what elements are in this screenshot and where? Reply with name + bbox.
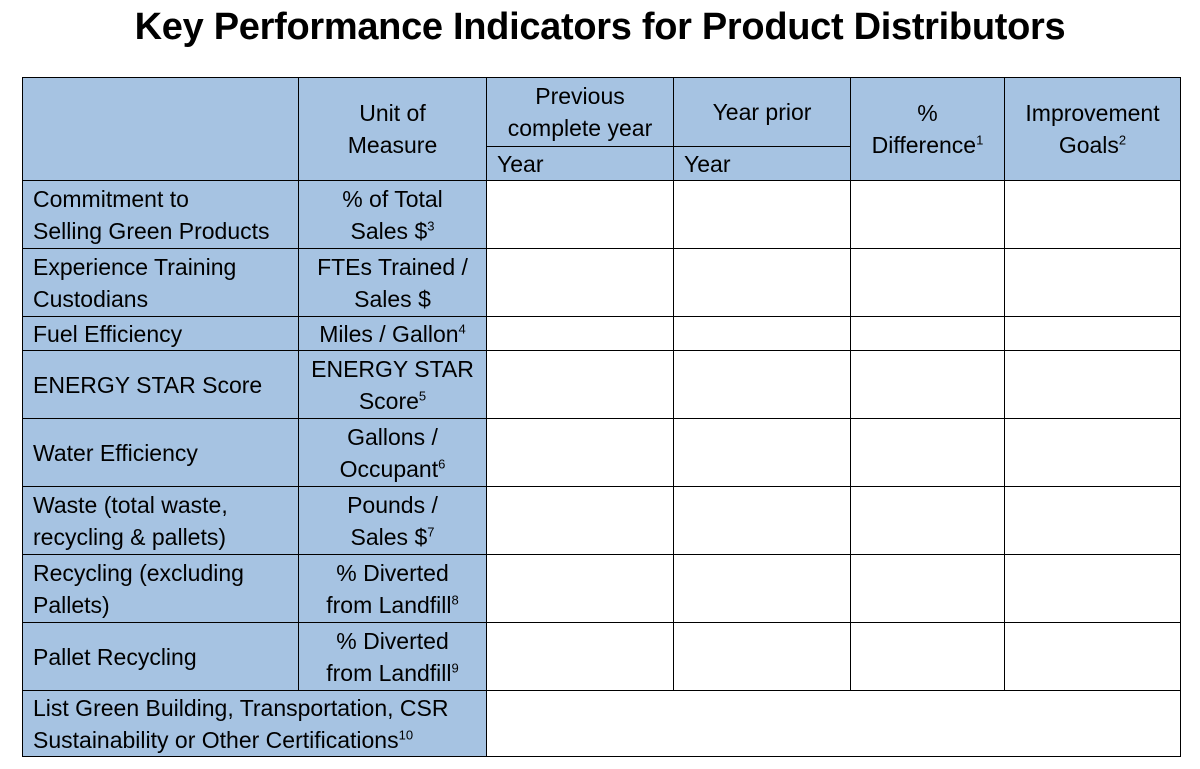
input-cell[interactable] (673, 180, 851, 249)
input-cell[interactable] (673, 248, 851, 317)
input-cell[interactable] (673, 418, 851, 487)
row-label: Pallet Recycling (22, 622, 299, 691)
table-row: Pallet Recycling % Diverted from Landfil… (22, 622, 1181, 691)
input-cell[interactable] (486, 418, 674, 487)
row-unit: Gallons / Occupant6 (298, 418, 487, 487)
row-unit: % of Total Sales $3 (298, 180, 487, 249)
footnote-marker: 4 (458, 320, 466, 336)
row-unit: Miles / Gallon4 (298, 316, 487, 351)
row-label: Fuel Efficiency (22, 316, 299, 351)
input-cell[interactable] (673, 316, 851, 351)
input-cell[interactable] (1004, 418, 1181, 487)
certifications-label: List Green Building, Transportation, CSR… (22, 690, 487, 757)
table-row: Waste (total waste, recycling & pallets)… (22, 486, 1181, 555)
input-cell[interactable] (850, 350, 1005, 419)
input-cell[interactable] (486, 622, 674, 691)
input-cell[interactable] (850, 418, 1005, 487)
footnote-marker: 7 (427, 523, 435, 539)
header-year-sub-2: Year (673, 146, 851, 181)
row-label: Water Efficiency (22, 418, 299, 487)
input-cell[interactable] (673, 350, 851, 419)
row-unit: Pounds / Sales $7 (298, 486, 487, 555)
input-cell[interactable] (486, 316, 674, 351)
row-label: Recycling (excluding Pallets) (22, 554, 299, 623)
footnote-marker: 1 (976, 132, 984, 148)
certifications-input-cell[interactable] (486, 690, 1181, 757)
footnote-marker: 2 (1118, 132, 1127, 148)
table-row: Experience Training Custodians FTEs Trai… (22, 248, 1181, 317)
header-subrow: Year Year (23, 146, 1181, 181)
input-cell[interactable] (1004, 180, 1181, 249)
footnote-marker: 9 (451, 659, 459, 675)
row-unit: % Diverted from Landfill9 (298, 622, 487, 691)
input-cell[interactable] (850, 554, 1005, 623)
footnote-marker: 6 (438, 455, 446, 471)
input-cell[interactable] (1004, 316, 1181, 351)
input-cell[interactable] (850, 622, 1005, 691)
row-unit: ENERGY STAR Score5 (298, 350, 487, 419)
table-row: Recycling (excluding Pallets) % Diverted… (22, 554, 1181, 623)
input-cell[interactable] (486, 350, 674, 419)
table-row: Fuel Efficiency Miles / Gallon4 (22, 316, 1181, 351)
input-cell[interactable] (1004, 554, 1181, 623)
input-cell[interactable] (850, 248, 1005, 317)
header-improvement-goals: Improvement Goals2 (1004, 77, 1181, 181)
footnote-marker: 3 (427, 217, 435, 233)
input-cell[interactable] (486, 554, 674, 623)
input-cell[interactable] (1004, 486, 1181, 555)
table-row: ENERGY STAR Score ENERGY STAR Score5 (22, 350, 1181, 419)
row-label: Commitment to Selling Green Products (22, 180, 299, 249)
table-row: List Green Building, Transportation, CSR… (22, 690, 1181, 757)
header-row: Unit of Measure Previous complete year Y… (22, 77, 1181, 181)
input-cell[interactable] (850, 486, 1005, 555)
row-label: Experience Training Custodians (22, 248, 299, 317)
input-cell[interactable] (850, 316, 1005, 351)
table-row: Commitment to Selling Green Products % o… (22, 180, 1181, 249)
input-cell[interactable] (486, 486, 674, 555)
row-unit: FTEs Trained / Sales $ (298, 248, 487, 317)
input-cell[interactable] (486, 180, 674, 249)
footnote-marker: 5 (418, 387, 427, 403)
input-cell[interactable] (673, 486, 851, 555)
footnote-marker: 8 (451, 591, 459, 607)
header-pct-difference: % Difference1 (850, 77, 1005, 181)
header-unit-of-measure: Unit of Measure (298, 77, 487, 181)
header-blank-cell (22, 77, 299, 181)
page-title: Key Performance Indicators for Product D… (134, 6, 1066, 48)
input-cell[interactable] (486, 248, 674, 317)
header-year-sub-1: Year (486, 146, 674, 181)
input-cell[interactable] (673, 554, 851, 623)
kpi-table: Unit of Measure Previous complete year Y… (22, 77, 1181, 757)
input-cell[interactable] (673, 622, 851, 691)
header-year-prior: Year prior (673, 77, 851, 147)
input-cell[interactable] (850, 180, 1005, 249)
footnote-marker: 10 (398, 726, 414, 742)
table-row: Water Efficiency Gallons / Occupant6 (22, 418, 1181, 487)
input-cell[interactable] (1004, 248, 1181, 317)
input-cell[interactable] (1004, 622, 1181, 691)
input-cell[interactable] (1004, 350, 1181, 419)
header-previous-complete-year: Previous complete year (486, 77, 674, 147)
row-unit: % Diverted from Landfill8 (298, 554, 487, 623)
row-label: ENERGY STAR Score (22, 350, 299, 419)
row-label: Waste (total waste, recycling & pallets) (22, 486, 299, 555)
